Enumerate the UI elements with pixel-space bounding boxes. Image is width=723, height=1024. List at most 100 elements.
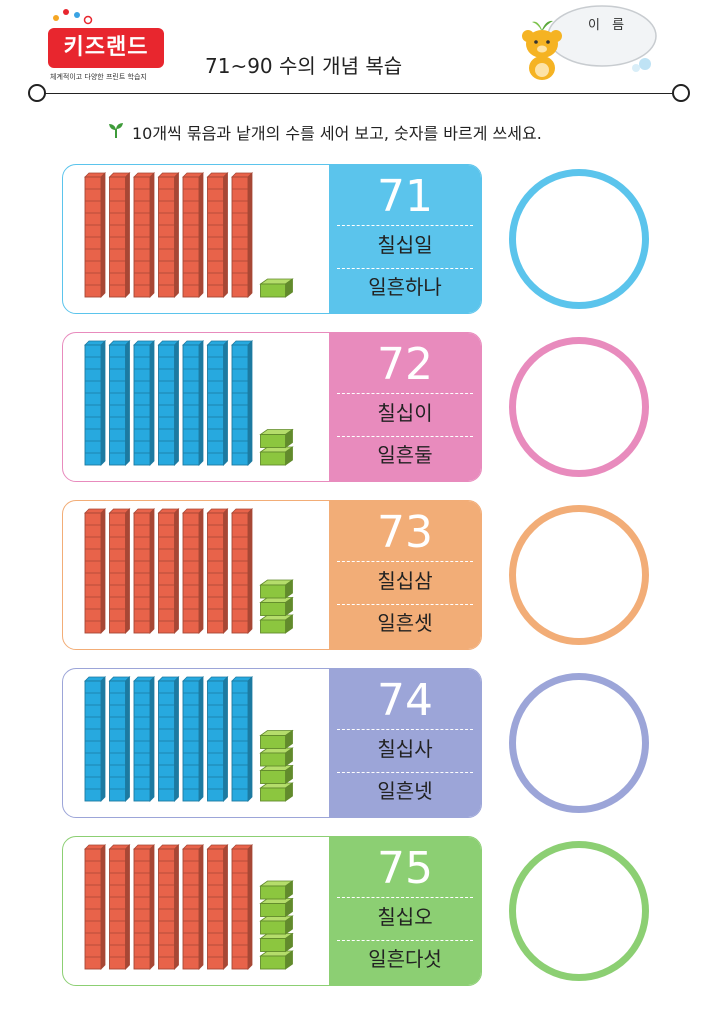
base-ten-blocks bbox=[84, 508, 294, 634]
one-cube bbox=[259, 764, 294, 785]
ten-rod bbox=[231, 172, 253, 298]
ten-rod bbox=[157, 676, 180, 802]
one-cube bbox=[259, 579, 294, 599]
ten-rod bbox=[157, 844, 180, 970]
one-cube bbox=[259, 428, 294, 449]
ten-rod bbox=[206, 844, 229, 970]
number-card: 71 칠십일 일흔하나 bbox=[62, 164, 482, 314]
one-cube bbox=[259, 880, 294, 900]
one-cube bbox=[259, 950, 294, 970]
one-cube bbox=[259, 782, 294, 802]
number-card: 73 칠십삼 일흔셋 bbox=[62, 500, 482, 650]
one-cube bbox=[259, 747, 294, 767]
ten-rod bbox=[157, 340, 180, 466]
header-rule bbox=[36, 93, 684, 94]
ten-rod bbox=[206, 340, 229, 466]
one-cube bbox=[259, 596, 294, 617]
name-bubble-icon bbox=[547, 5, 657, 72]
one-cube bbox=[259, 932, 294, 953]
name-label: 이 름 bbox=[588, 18, 629, 33]
number-value: 75 bbox=[377, 843, 433, 894]
number-panel: 74 칠십사 일흔넷 bbox=[329, 669, 481, 817]
number-value: 71 bbox=[377, 171, 433, 222]
ten-rod bbox=[133, 508, 155, 634]
ten-rod bbox=[231, 340, 253, 466]
ten-rod bbox=[182, 844, 204, 970]
answer-circle[interactable] bbox=[509, 505, 649, 645]
divider bbox=[337, 604, 473, 605]
one-cube bbox=[259, 278, 294, 298]
divider bbox=[337, 225, 473, 226]
number-panel: 72 칠십이 일흔둘 bbox=[329, 333, 481, 481]
sino-korean-word: 칠십오 bbox=[377, 905, 433, 929]
ten-rod bbox=[182, 340, 204, 466]
sino-korean-word: 칠십사 bbox=[377, 737, 433, 761]
divider bbox=[337, 268, 473, 269]
sino-korean-word: 칠십삼 bbox=[377, 569, 433, 593]
native-korean-word: 일흔둘 bbox=[377, 443, 433, 467]
ten-rod bbox=[182, 508, 204, 634]
native-korean-word: 일흔하나 bbox=[368, 275, 442, 299]
instruction-text: 10개씩 묶음과 낱개의 수를 세어 보고, 숫자를 바르게 쓰세요. bbox=[132, 124, 542, 143]
one-cube bbox=[259, 915, 294, 935]
number-panel: 73 칠십삼 일흔셋 bbox=[329, 501, 481, 649]
native-korean-word: 일흔다섯 bbox=[368, 947, 442, 971]
logo-sparkle-icon bbox=[53, 9, 93, 25]
number-card: 74 칠십사 일흔넷 bbox=[62, 668, 482, 818]
base-ten-blocks bbox=[84, 676, 294, 802]
sprout-icon bbox=[109, 123, 123, 138]
ten-rod bbox=[157, 172, 180, 298]
number-value: 72 bbox=[377, 339, 433, 390]
ten-rod bbox=[182, 172, 204, 298]
answer-circle[interactable] bbox=[509, 673, 649, 813]
base-ten-blocks bbox=[84, 340, 294, 466]
number-card: 75 칠십오 일흔다섯 bbox=[62, 836, 482, 986]
brand-logo: 키즈랜드 bbox=[48, 28, 164, 68]
base-ten-blocks bbox=[84, 844, 294, 970]
divider bbox=[337, 897, 473, 898]
ten-rod bbox=[108, 508, 131, 634]
rule-end-left bbox=[28, 84, 46, 102]
ten-rod bbox=[206, 172, 229, 298]
base-ten-blocks bbox=[84, 172, 294, 298]
ten-rod bbox=[84, 676, 106, 802]
ten-rod bbox=[231, 508, 253, 634]
ten-rod bbox=[108, 340, 131, 466]
divider bbox=[337, 561, 473, 562]
ten-rod bbox=[133, 340, 155, 466]
divider bbox=[337, 436, 473, 437]
bear-mascot-icon bbox=[522, 20, 562, 80]
ten-rod bbox=[182, 676, 204, 802]
divider bbox=[337, 393, 473, 394]
sino-korean-word: 칠십이 bbox=[377, 401, 433, 425]
one-cube bbox=[259, 897, 294, 918]
native-korean-word: 일흔셋 bbox=[377, 611, 433, 635]
ten-rod bbox=[206, 676, 229, 802]
worksheet-title: 71~90 수의 개념 복습 bbox=[205, 54, 403, 78]
ten-rod bbox=[84, 508, 106, 634]
brand-tagline: 체계적이고 다양한 프린트 학습지 bbox=[50, 73, 147, 81]
number-panel: 75 칠십오 일흔다섯 bbox=[329, 837, 481, 985]
ten-rod bbox=[157, 508, 180, 634]
answer-circle[interactable] bbox=[509, 337, 649, 477]
ten-rod bbox=[84, 340, 106, 466]
number-panel: 71 칠십일 일흔하나 bbox=[329, 165, 481, 313]
one-cube bbox=[259, 729, 294, 750]
sino-korean-word: 칠십일 bbox=[377, 233, 433, 257]
answer-circle[interactable] bbox=[509, 169, 649, 309]
divider bbox=[337, 772, 473, 773]
ten-rod bbox=[231, 844, 253, 970]
native-korean-word: 일흔넷 bbox=[377, 779, 433, 803]
answer-circle[interactable] bbox=[509, 841, 649, 981]
one-cube bbox=[259, 614, 294, 634]
divider bbox=[337, 729, 473, 730]
number-value: 74 bbox=[377, 675, 433, 726]
ten-rod bbox=[206, 508, 229, 634]
divider bbox=[337, 940, 473, 941]
rule-end-right bbox=[672, 84, 690, 102]
ten-rod bbox=[108, 844, 131, 970]
number-value: 73 bbox=[377, 507, 433, 558]
ten-rod bbox=[231, 676, 253, 802]
ten-rod bbox=[84, 844, 106, 970]
one-cube bbox=[259, 446, 294, 466]
